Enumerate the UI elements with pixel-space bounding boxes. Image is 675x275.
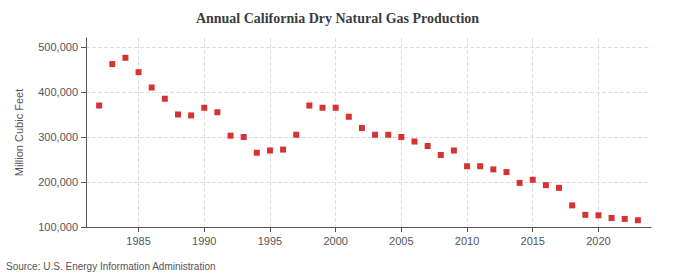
svg-text:Million Cubic Feet: Million Cubic Feet: [13, 89, 25, 176]
svg-text:500,000: 500,000: [38, 41, 78, 53]
svg-text:2015: 2015: [521, 235, 545, 247]
svg-text:2005: 2005: [389, 235, 413, 247]
svg-text:400,000: 400,000: [38, 86, 78, 98]
svg-text:Source: U.S. Energy Informatio: Source: U.S. Energy Information Administ…: [6, 261, 216, 272]
svg-text:2020: 2020: [586, 235, 610, 247]
svg-text:100,000: 100,000: [38, 221, 78, 233]
svg-text:1985: 1985: [126, 235, 150, 247]
svg-text:1995: 1995: [258, 235, 282, 247]
svg-text:2010: 2010: [455, 235, 479, 247]
svg-text:200,000: 200,000: [38, 176, 78, 188]
svg-text:300,000: 300,000: [38, 131, 78, 143]
svg-text:Annual California Dry Natural: Annual California Dry Natural Gas Produc…: [196, 11, 479, 26]
svg-text:1990: 1990: [192, 235, 216, 247]
svg-text:2000: 2000: [323, 235, 347, 247]
